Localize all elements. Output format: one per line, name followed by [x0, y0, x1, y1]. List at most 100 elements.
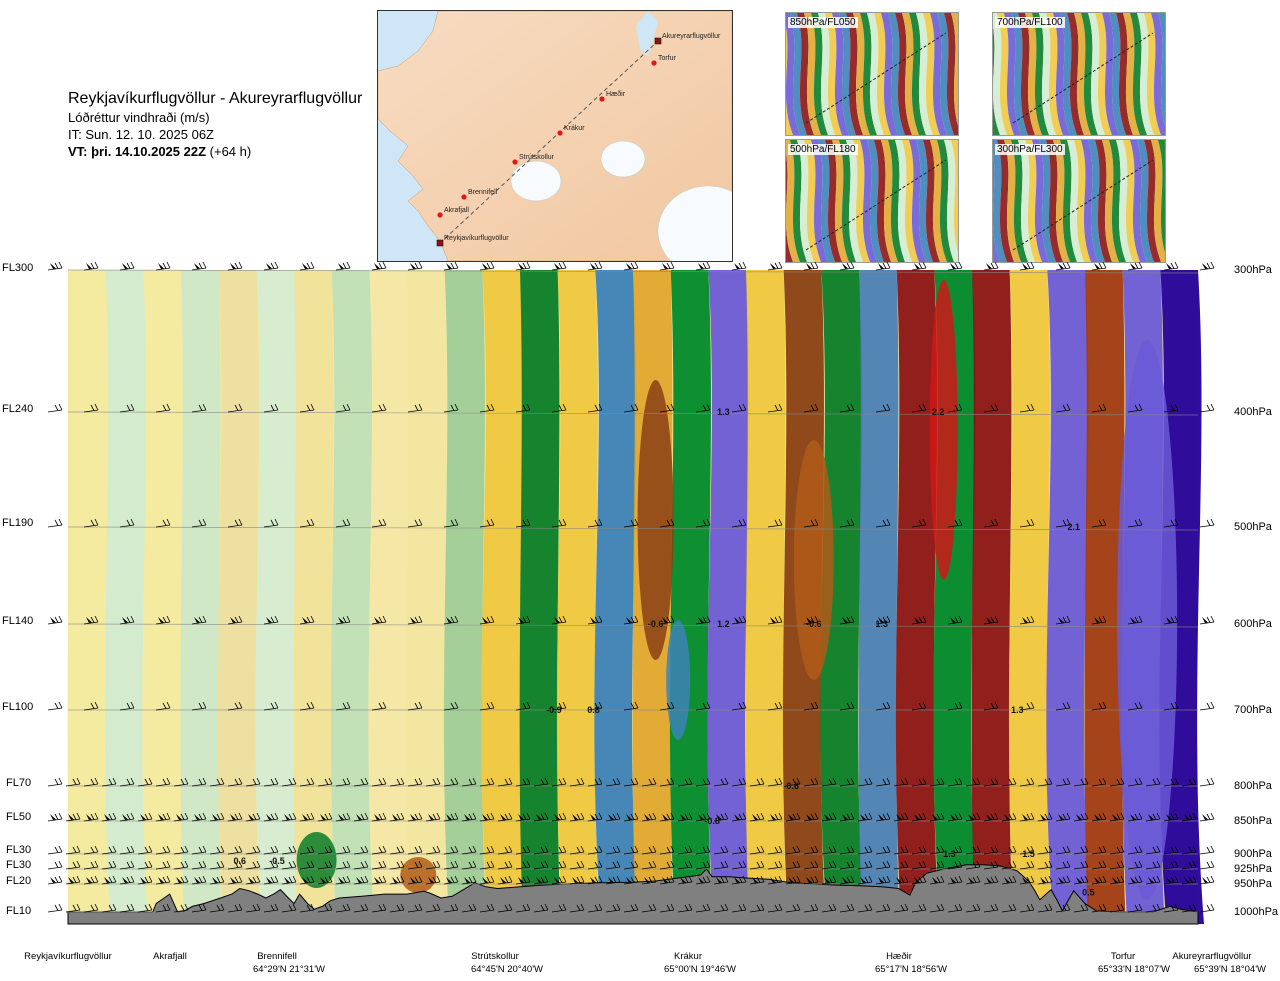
map-point-label: Hæðir [606, 90, 626, 98]
thumb-stripe [1123, 140, 1140, 262]
wind-barb [911, 261, 927, 271]
wind-band [1046, 270, 1091, 924]
wind-barb [281, 903, 297, 913]
thumb-stripe [1011, 140, 1028, 262]
wind-barb [767, 903, 783, 913]
map-waypoint-marker [512, 159, 518, 165]
thumb-stripe [860, 140, 877, 262]
wind-barb [335, 875, 351, 885]
wind-barb [677, 903, 693, 913]
wind-barb [893, 860, 909, 870]
wind-barb [623, 845, 639, 855]
wind-barb [47, 777, 63, 787]
wind-barb [911, 845, 927, 855]
wind-barb [335, 261, 351, 271]
wind-barb [641, 845, 657, 855]
flight-level-label: FL100 [2, 701, 34, 713]
wind-barb [749, 903, 765, 913]
wind-barb [191, 777, 207, 787]
wind-barb [425, 845, 441, 855]
wind-barb [1127, 875, 1143, 885]
thumbnail-label: 850hPa/FL050 [788, 17, 858, 28]
wind-barb [1019, 518, 1035, 528]
thumb-stripe [1123, 13, 1140, 135]
wind-barb [515, 860, 531, 870]
wind-barb [155, 875, 171, 885]
thumb-stripe [1144, 140, 1161, 262]
wind-barb [983, 903, 999, 913]
wind-barb [695, 403, 711, 413]
wind-barb [1037, 875, 1053, 885]
wind-barb [173, 812, 189, 822]
wind-barb [443, 701, 459, 711]
wind-barb [1163, 261, 1179, 271]
wind-barb [317, 860, 333, 870]
wind-barb [713, 875, 729, 885]
thumb-stripe [944, 13, 958, 135]
wind-barb [911, 860, 927, 870]
thumb-stripe [1158, 140, 1165, 253]
thumb-stripe [1039, 140, 1056, 262]
route-map: Akureyrarflugvöllur Torfur Hæðir Krákur Strú… [377, 10, 733, 262]
wind-barb [929, 812, 945, 822]
wind-barb [1055, 615, 1071, 625]
wind-barb [839, 860, 855, 870]
glacier-langjokull [510, 160, 562, 202]
thumb-stripe [951, 140, 958, 253]
thumb-stripe [825, 13, 842, 135]
wind-barb [911, 701, 927, 711]
wind-barb [1127, 403, 1143, 413]
wind-barb [641, 903, 657, 913]
wind-barb [713, 860, 729, 870]
map-point-label: Strútskollur [519, 154, 555, 161]
thumbnail-700hpa[interactable]: 700hPa/FL100 [992, 12, 1166, 136]
wind-barb [1181, 777, 1197, 787]
wind-barb [1091, 403, 1107, 413]
value-label: 0.8 [587, 705, 600, 715]
wind-barb [119, 903, 135, 913]
level-line [67, 269, 1199, 274]
wind-barb [1127, 615, 1143, 625]
wind-barb [803, 875, 819, 885]
map-point-label: Reykjavíkurflugvöllur [444, 235, 509, 242]
wind-barb [407, 261, 423, 271]
wind-barb [839, 701, 855, 711]
wind-barb [1181, 860, 1197, 870]
thumbnail-300hpa[interactable]: 300hPa/FL300 [992, 139, 1166, 263]
wind-band [142, 270, 187, 924]
thumb-route [1012, 159, 1154, 251]
wind-barb [767, 860, 783, 870]
wind-barb [947, 615, 963, 625]
map-waypoint-marker [437, 212, 443, 218]
thumb-stripe [1151, 13, 1165, 135]
wind-barb [767, 777, 783, 787]
wind-barb [1055, 403, 1071, 413]
wind-barb [1019, 845, 1035, 855]
location-name: Akrafjall [153, 951, 187, 962]
pressure-label: 850hPa [1234, 815, 1272, 827]
level-line [67, 526, 1199, 531]
wind-band [481, 270, 526, 924]
wind-barb [1001, 903, 1017, 913]
wind-barb [893, 903, 909, 913]
pressure-label: 950hPa [1234, 878, 1272, 890]
wind-barb [479, 777, 495, 787]
thumb-stripe [839, 13, 856, 135]
map-airport-marker [436, 239, 444, 247]
wind-band [443, 270, 487, 924]
wind-barb [389, 812, 405, 822]
thumbnail-500hpa[interactable]: 500hPa/FL180 [785, 139, 959, 263]
wind-barb [551, 860, 567, 870]
wind-barb [983, 701, 999, 711]
wind-barb [713, 812, 729, 822]
value-label: -0.6 [648, 619, 664, 629]
wind-barb [839, 777, 855, 787]
thumb-stripe [786, 140, 800, 262]
wind-barb [1037, 812, 1053, 822]
wind-barb [839, 261, 855, 271]
thumbnail-850hpa[interactable]: 850hPa/FL050 [785, 12, 959, 136]
thumbnail-graphic [993, 13, 1165, 135]
wind-barb [479, 518, 495, 528]
wind-barb [281, 860, 297, 870]
wind-barb [605, 777, 621, 787]
